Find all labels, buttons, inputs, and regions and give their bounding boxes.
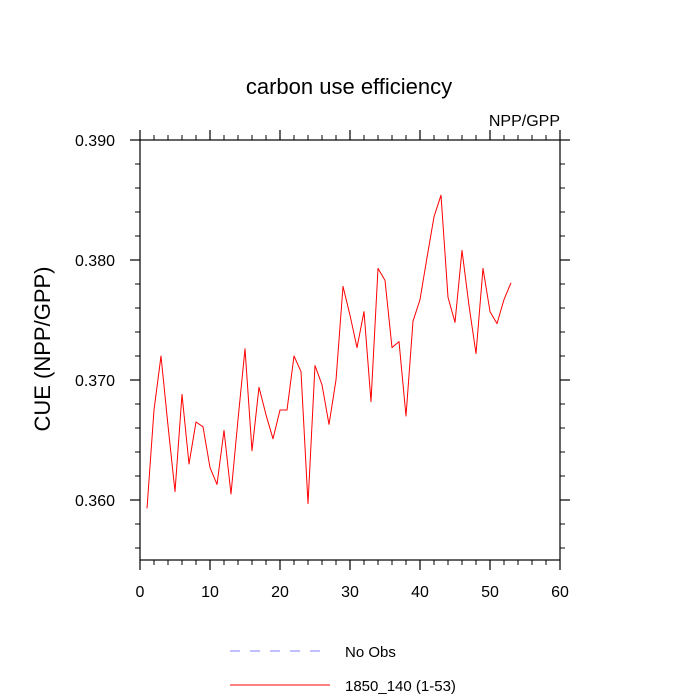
x-tick-label: 50 [481,584,499,601]
legend-label-no-obs: No Obs [345,644,396,661]
y-tick-label: 0.380 [75,253,115,270]
axis-ticks [130,130,570,570]
x-tick-label: 40 [411,584,429,601]
series-line [146,194,512,509]
axis-tick-labels: 0 10 20 30 40 50 60 0.360 0.370 0.380 0.390 [75,133,569,601]
x-tick-label: 20 [271,584,289,601]
x-tick-label: 10 [201,584,219,601]
x-tick-label: 60 [551,584,569,601]
x-tick-label: 30 [341,584,359,601]
series-lines [146,194,512,509]
chart-title: carbon use efficiency [246,74,452,99]
x-tick-label: 0 [136,584,145,601]
y-tick-label: 0.360 [75,493,115,510]
legend-label-1850-140: 1850_140 (1-53) [345,678,456,695]
chart-subtitle: NPP/GPP [489,113,560,130]
y-tick-label: 0.370 [75,373,115,390]
y-tick-label: 0.390 [75,133,115,150]
y-axis-label: CUE (NPP/GPP) [30,266,55,431]
legend: No Obs 1850_140 (1-53) [230,644,456,695]
plot-frame [139,139,561,561]
